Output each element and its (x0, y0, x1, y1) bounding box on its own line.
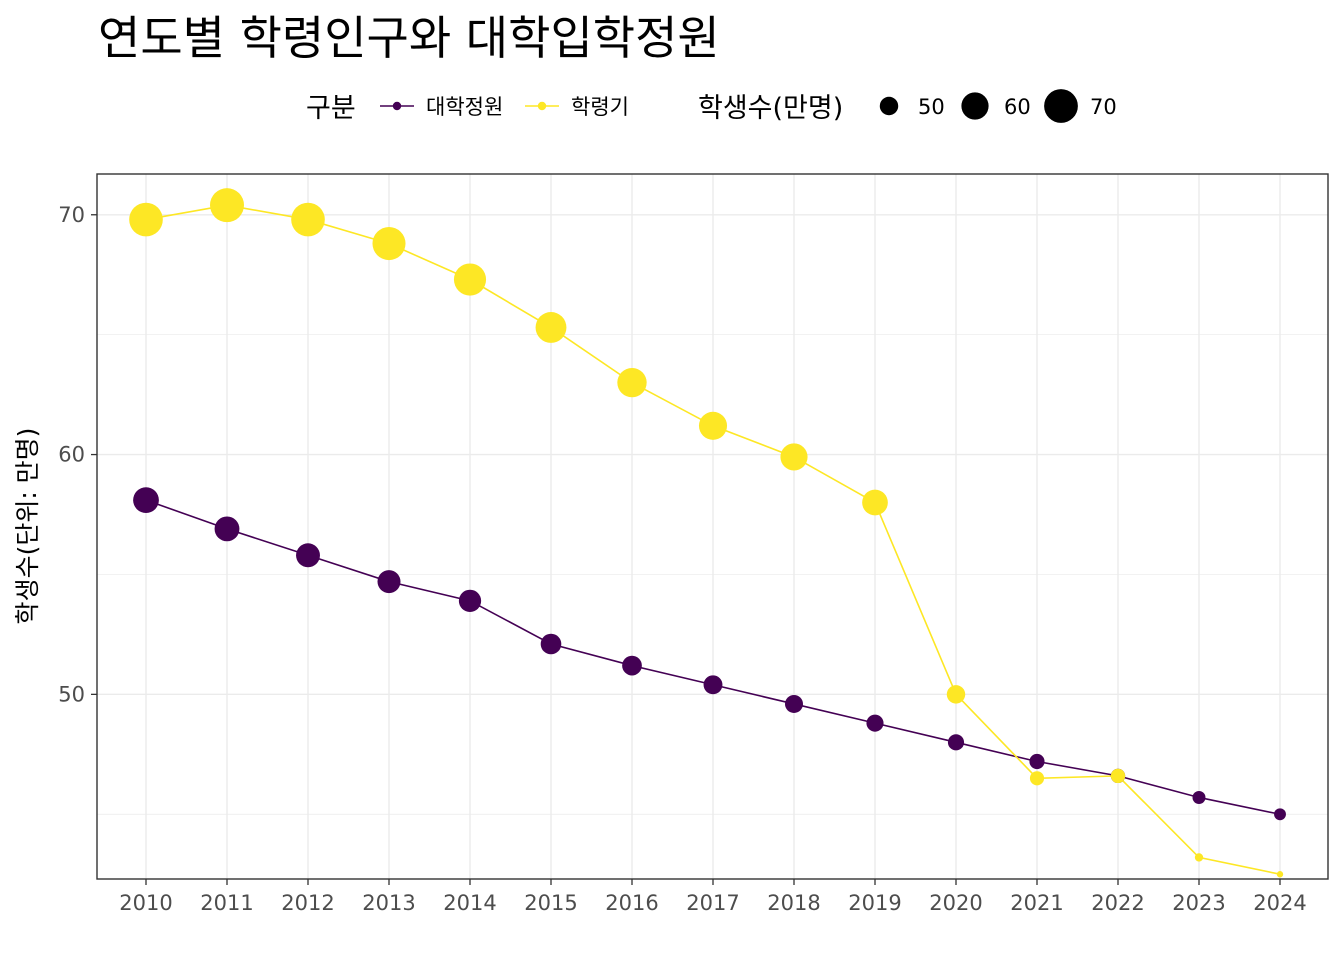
data-point (1029, 771, 1045, 786)
x-tick-label: 2010 (119, 891, 172, 915)
data-point (1274, 808, 1286, 821)
legend-size-key (961, 92, 989, 120)
y-axis-title: 학생수(단위: 만명) (13, 428, 42, 625)
data-point (458, 589, 482, 612)
x-tick-label: 2018 (767, 891, 820, 915)
y-tick-label: 60 (58, 443, 85, 467)
legend-label: 학령기 (571, 95, 629, 119)
legend-point-key (392, 101, 402, 111)
data-point (866, 714, 884, 732)
data-point (1110, 768, 1126, 784)
x-axis: 2010 2011 2012 2013 2014 2015 2016 2017 2018 2019… (119, 879, 1307, 915)
x-tick-label: 2012 (281, 891, 334, 915)
x-tick-label: 2020 (929, 891, 982, 915)
x-tick-label: 2015 (524, 891, 577, 915)
x-tick-label: 2022 (1091, 891, 1144, 915)
legend-size-label: 50 (918, 95, 945, 119)
y-axis: 50 60 70 (58, 203, 97, 706)
legend: 구분 대학정원 학령기 학생수(만명) 50 60 70 (306, 89, 1117, 124)
data-point (453, 263, 487, 296)
data-point (780, 443, 808, 471)
data-point (622, 655, 642, 676)
data-point (540, 633, 562, 655)
data-point (784, 694, 804, 713)
legend-size-label: 70 (1090, 95, 1117, 119)
legend-size-title: 학생수(만명) (698, 93, 843, 124)
data-point (535, 312, 567, 343)
y-tick-label: 50 (58, 682, 85, 706)
legend-point-key (537, 101, 547, 111)
x-tick-label: 2011 (200, 891, 253, 915)
data-point (1192, 790, 1206, 804)
data-point (1276, 871, 1284, 878)
y-tick-label: 70 (58, 203, 85, 227)
x-tick-label: 2014 (443, 891, 496, 915)
data-point (946, 685, 966, 704)
data-point (617, 367, 647, 398)
x-tick-label: 2023 (1172, 891, 1225, 915)
x-tick-label: 2024 (1253, 891, 1306, 915)
x-tick-label: 2021 (1010, 891, 1063, 915)
data-point (377, 570, 401, 594)
data-point (947, 734, 965, 751)
x-tick-label: 2017 (686, 891, 739, 915)
legend-size-label: 60 (1004, 95, 1031, 119)
data-point (210, 188, 244, 223)
data-point (291, 202, 325, 237)
data-point (296, 543, 320, 568)
legend-color-title: 구분 (306, 93, 356, 124)
x-tick-label: 2013 (362, 891, 415, 915)
data-point (1194, 853, 1204, 862)
data-point (214, 516, 240, 542)
legend-label: 대학정원 (426, 95, 503, 119)
data-point (703, 675, 723, 695)
x-tick-label: 2016 (605, 891, 658, 915)
data-point (862, 489, 888, 516)
grid-lines (97, 174, 1328, 879)
data-point (133, 487, 159, 514)
data-point (129, 202, 163, 237)
legend-size-key (1044, 89, 1078, 123)
data-point (372, 227, 406, 261)
data-point (1029, 753, 1045, 770)
chart-title: 연도별 학령인구와 대학입학정원 (98, 11, 720, 65)
data-point (698, 411, 728, 440)
series-points (129, 188, 1286, 878)
x-tick-label: 2019 (848, 891, 901, 915)
legend-size-key (879, 96, 899, 116)
